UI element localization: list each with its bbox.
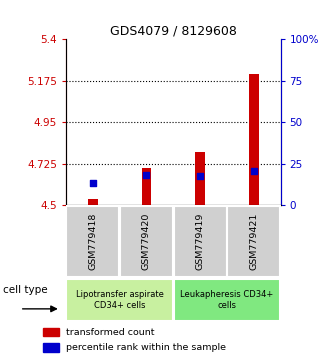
Bar	[174, 206, 227, 277]
Text: Lipotransfer aspirate
CD34+ cells: Lipotransfer aspirate CD34+ cells	[76, 290, 164, 310]
Text: GSM779421: GSM779421	[249, 213, 258, 270]
Text: transformed count: transformed count	[66, 327, 154, 337]
Bar	[43, 343, 59, 353]
Text: percentile rank within the sample: percentile rank within the sample	[66, 343, 226, 353]
Title: GDS4079 / 8129608: GDS4079 / 8129608	[110, 25, 237, 38]
Bar	[249, 74, 258, 205]
Bar	[66, 279, 173, 321]
Text: GSM779420: GSM779420	[142, 213, 151, 270]
Bar	[174, 279, 280, 321]
Text: GSM779418: GSM779418	[88, 213, 97, 270]
Bar	[66, 206, 119, 277]
Text: GSM779419: GSM779419	[196, 213, 205, 270]
Bar	[43, 327, 59, 336]
Bar	[142, 169, 151, 205]
Point	[251, 168, 256, 174]
Bar	[120, 206, 173, 277]
Bar	[195, 152, 205, 205]
Point	[144, 172, 149, 178]
Bar	[88, 199, 98, 205]
Text: cell type: cell type	[3, 285, 48, 295]
Point	[197, 173, 203, 178]
Point	[90, 180, 95, 186]
Bar	[227, 206, 280, 277]
Text: Leukapheresis CD34+
cells: Leukapheresis CD34+ cells	[180, 290, 274, 310]
